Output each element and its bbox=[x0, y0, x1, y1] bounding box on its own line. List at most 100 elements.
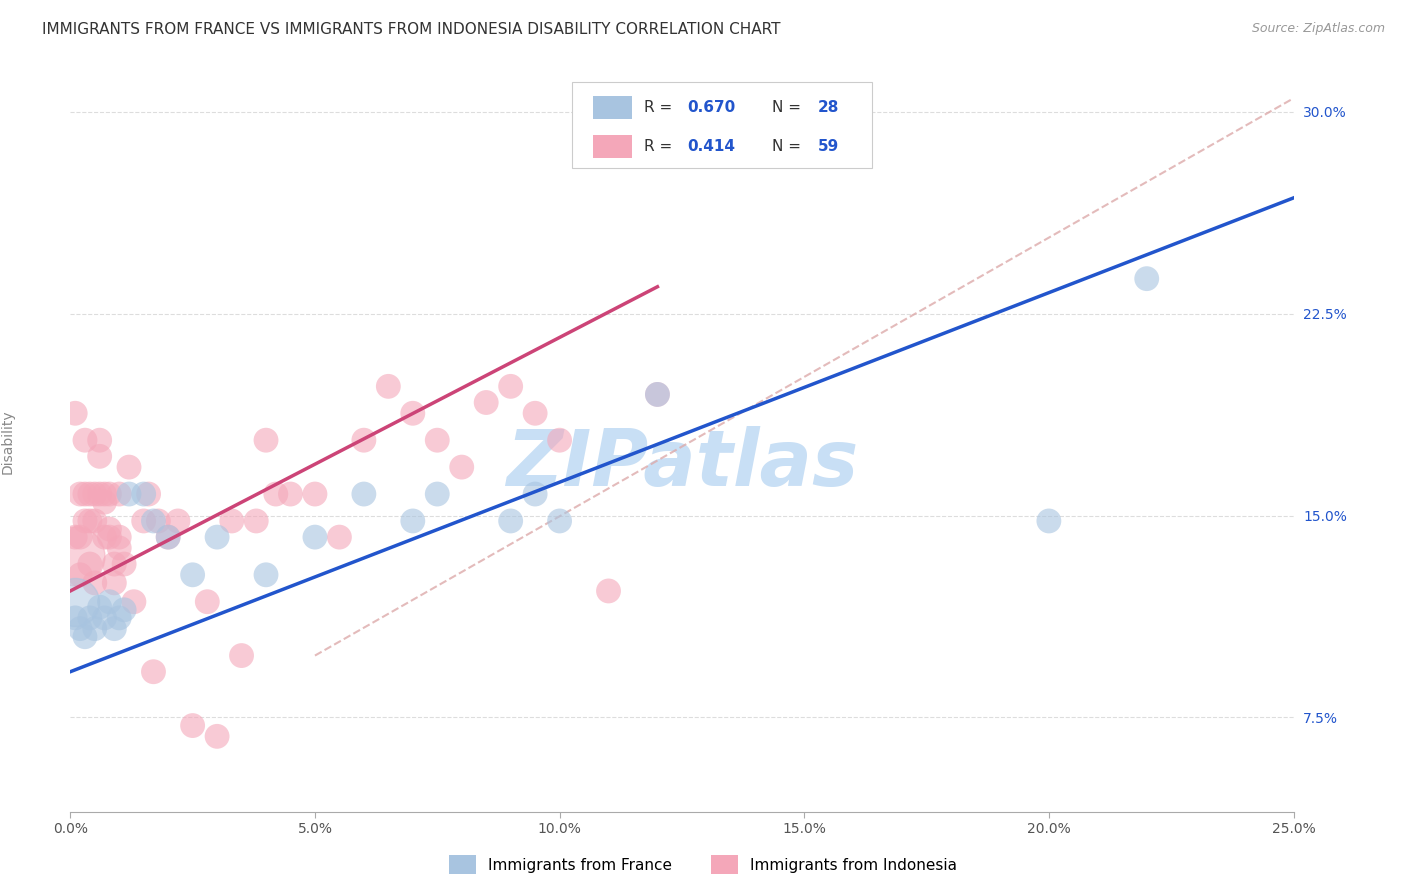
Point bbox=[122, 595, 145, 609]
Point bbox=[142, 665, 165, 679]
Point bbox=[69, 530, 91, 544]
Point bbox=[221, 514, 243, 528]
FancyBboxPatch shape bbox=[572, 82, 872, 168]
Point bbox=[499, 514, 522, 528]
Point bbox=[402, 406, 425, 420]
FancyBboxPatch shape bbox=[592, 135, 631, 158]
Point bbox=[548, 433, 571, 447]
Point bbox=[450, 460, 472, 475]
Point bbox=[475, 395, 498, 409]
Point bbox=[264, 487, 287, 501]
Point bbox=[93, 487, 115, 501]
Point bbox=[205, 530, 228, 544]
Point bbox=[89, 487, 111, 501]
Point bbox=[63, 595, 86, 609]
Point bbox=[83, 487, 105, 501]
Point bbox=[108, 487, 131, 501]
Point bbox=[79, 611, 101, 625]
Point bbox=[524, 487, 547, 501]
Point bbox=[181, 567, 204, 582]
Point bbox=[83, 514, 105, 528]
FancyBboxPatch shape bbox=[592, 95, 631, 120]
Point bbox=[426, 487, 449, 501]
Point bbox=[83, 622, 105, 636]
Point bbox=[93, 611, 115, 625]
Legend: Immigrants from France, Immigrants from Indonesia: Immigrants from France, Immigrants from … bbox=[443, 849, 963, 880]
Point bbox=[98, 522, 121, 536]
Point bbox=[254, 567, 277, 582]
Point bbox=[118, 487, 141, 501]
Point bbox=[98, 487, 121, 501]
Point bbox=[79, 487, 101, 501]
Point bbox=[647, 387, 669, 401]
Point bbox=[63, 406, 86, 420]
Point bbox=[73, 433, 96, 447]
Point bbox=[402, 514, 425, 528]
Point bbox=[304, 487, 326, 501]
Point bbox=[132, 487, 155, 501]
Text: N =: N = bbox=[772, 100, 806, 115]
Point bbox=[524, 406, 547, 420]
Point bbox=[245, 514, 267, 528]
Point bbox=[108, 541, 131, 555]
Text: 28: 28 bbox=[818, 100, 839, 115]
Text: 0.670: 0.670 bbox=[686, 100, 735, 115]
Point bbox=[98, 530, 121, 544]
Point bbox=[98, 595, 121, 609]
Point bbox=[118, 460, 141, 475]
Text: IMMIGRANTS FROM FRANCE VS IMMIGRANTS FROM INDONESIA DISABILITY CORRELATION CHART: IMMIGRANTS FROM FRANCE VS IMMIGRANTS FRO… bbox=[42, 22, 780, 37]
Y-axis label: Disability: Disability bbox=[1, 409, 14, 474]
Point bbox=[79, 557, 101, 571]
Point bbox=[353, 433, 375, 447]
Point bbox=[83, 575, 105, 590]
Text: 59: 59 bbox=[818, 139, 839, 153]
Point bbox=[231, 648, 253, 663]
Point bbox=[157, 530, 180, 544]
Point bbox=[598, 584, 620, 599]
Point bbox=[63, 549, 86, 563]
Point bbox=[195, 595, 218, 609]
Text: R =: R = bbox=[644, 139, 678, 153]
Point bbox=[167, 514, 190, 528]
Text: N =: N = bbox=[772, 139, 806, 153]
Point bbox=[142, 514, 165, 528]
Text: R =: R = bbox=[644, 100, 678, 115]
Point bbox=[132, 514, 155, 528]
Point bbox=[138, 487, 160, 501]
Point bbox=[280, 487, 302, 501]
Point bbox=[69, 487, 91, 501]
Point bbox=[148, 514, 170, 528]
Point bbox=[103, 575, 125, 590]
Point bbox=[205, 729, 228, 743]
Point bbox=[353, 487, 375, 501]
Point bbox=[103, 622, 125, 636]
Point bbox=[89, 433, 111, 447]
Point bbox=[89, 600, 111, 615]
Text: Source: ZipAtlas.com: Source: ZipAtlas.com bbox=[1251, 22, 1385, 36]
Text: 0.414: 0.414 bbox=[686, 139, 735, 153]
Point bbox=[108, 611, 131, 625]
Point bbox=[328, 530, 350, 544]
Point bbox=[112, 603, 135, 617]
Point bbox=[157, 530, 180, 544]
Point bbox=[254, 433, 277, 447]
Point bbox=[426, 433, 449, 447]
Point bbox=[79, 514, 101, 528]
Point bbox=[73, 514, 96, 528]
Point bbox=[69, 622, 91, 636]
Point bbox=[93, 495, 115, 509]
Point bbox=[108, 530, 131, 544]
Point bbox=[377, 379, 399, 393]
Point bbox=[69, 567, 91, 582]
Point bbox=[181, 718, 204, 732]
Point bbox=[1136, 271, 1159, 285]
Point bbox=[73, 487, 96, 501]
Point bbox=[647, 387, 669, 401]
Point bbox=[112, 557, 135, 571]
Point bbox=[1038, 514, 1060, 528]
Point bbox=[89, 450, 111, 464]
Point bbox=[73, 630, 96, 644]
Point bbox=[103, 557, 125, 571]
Point bbox=[93, 530, 115, 544]
Point bbox=[304, 530, 326, 544]
